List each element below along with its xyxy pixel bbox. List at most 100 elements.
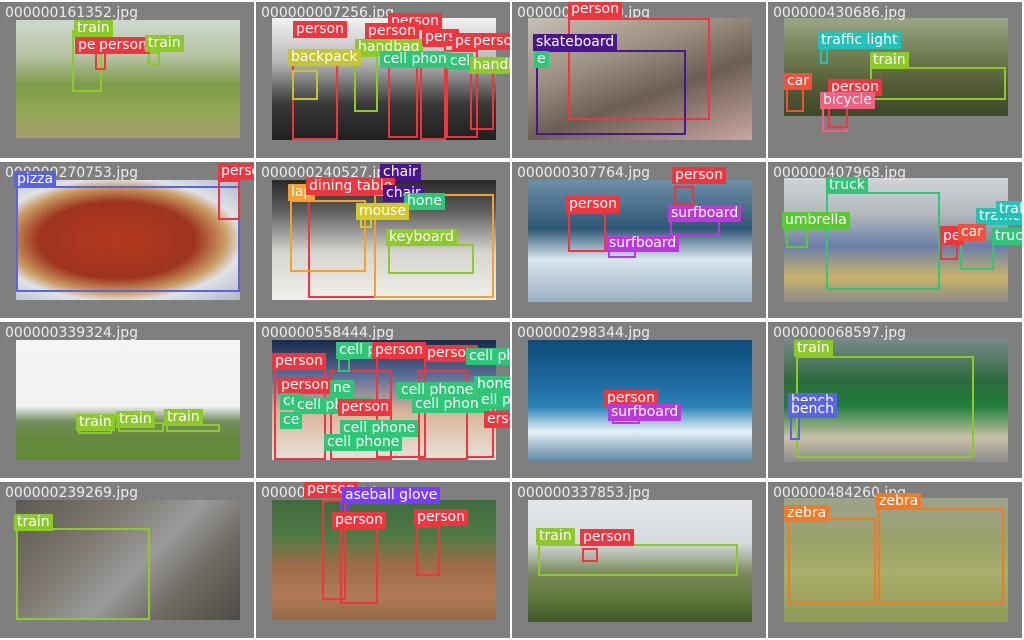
cell-phone-label: e xyxy=(534,51,549,68)
image-tile[interactable]: 000000000000.jpgpersonaseball gloveperso… xyxy=(256,482,510,638)
image-filename: 000000068597.jpg xyxy=(773,325,906,341)
person-label: person xyxy=(568,2,622,18)
person-label: person xyxy=(672,167,726,184)
person-label: person xyxy=(96,37,150,54)
cell-phone-label: ce xyxy=(280,412,303,429)
cell-phone-label: cell phone xyxy=(466,348,510,365)
cell-phone-label: cell phone xyxy=(340,420,419,437)
phone-label: hone xyxy=(404,193,445,210)
person-bounding-box xyxy=(340,528,378,604)
truck-label: truck xyxy=(992,228,1022,245)
person-label: person xyxy=(604,390,658,407)
cell-phone-label: cell phone xyxy=(398,382,477,399)
train-bounding-box xyxy=(538,544,738,576)
umbrella-bounding-box xyxy=(786,228,808,248)
cell-phone-label: cell phone xyxy=(324,434,403,451)
train-label: train xyxy=(145,35,184,52)
train-label: train xyxy=(870,52,909,69)
image-filename: 000000307764.jpg xyxy=(517,165,650,181)
mouse-label: mouse xyxy=(356,203,409,220)
person-label: pe xyxy=(75,37,99,54)
person-bounding-box xyxy=(416,526,440,576)
person-label: person xyxy=(332,512,386,529)
skateboard-label: skateboard xyxy=(533,34,618,51)
train-label: train xyxy=(74,20,113,37)
cell-phone-label: ne xyxy=(330,380,354,397)
bench-label: bench xyxy=(788,401,837,418)
image-tile[interactable]: 000000337853.jpg train person xyxy=(512,482,766,638)
photo-thumbnail xyxy=(16,180,240,300)
image-tile[interactable]: 000000068597.jpgtrainbenchbench xyxy=(768,322,1022,478)
pizza-label: pizza xyxy=(14,171,57,188)
image-tile[interactable]: 000000430686.jpg traffic light train car per… xyxy=(768,2,1022,158)
image-filename: 000000161352.jpg xyxy=(5,5,138,21)
person-label: person xyxy=(414,509,468,526)
person-bounding-box xyxy=(95,52,106,70)
person-bounding-box xyxy=(322,500,346,600)
train-label: train xyxy=(536,528,575,545)
image-filename: 000000007256.jpg xyxy=(261,5,394,21)
train-bounding-box xyxy=(16,528,150,620)
image-tile[interactable]: 000000484260.jpg zebra zebra xyxy=(768,482,1022,638)
image-tile[interactable]: 000000298344.jpg person surfboard xyxy=(512,322,766,478)
handbag-label: handbag xyxy=(470,57,510,74)
train-label: train xyxy=(14,514,53,531)
pizza-bounding-box xyxy=(16,186,240,292)
train-label: train xyxy=(164,409,203,426)
surfboard-label: surfboard xyxy=(668,205,742,222)
zebra-bounding-box xyxy=(878,508,1004,604)
cell-phone-label: ell phone xyxy=(478,392,510,409)
truck-bounding-box xyxy=(826,192,940,290)
image-tile[interactable]: 000000339324.jpg train train train xyxy=(0,322,254,478)
image-tile[interactable]: 000000407968.jpgtruckumbrellatraffic ltr… xyxy=(768,162,1022,318)
person-label: pe xyxy=(452,33,476,50)
image-filename: 000000558444.jpg xyxy=(261,325,394,341)
photo-thumbnail xyxy=(16,340,240,460)
truck-label: truck xyxy=(826,177,868,194)
cell-phone-label: cel xyxy=(447,53,474,70)
image-tile[interactable]: 000000307764.jpg person surfboard person sur… xyxy=(512,162,766,318)
image-tile[interactable]: 000000239269.jpg train xyxy=(0,482,254,638)
person-label: person xyxy=(580,529,634,546)
zebra-label: zebra xyxy=(876,493,922,510)
person-bounding-box xyxy=(568,18,710,120)
image-tile[interactable]: 000000007256.jpg person person person handba… xyxy=(256,2,510,158)
cell-phone-label: cell p xyxy=(336,342,380,359)
dining-table-label: dining table xyxy=(306,178,396,195)
person-label: pers xyxy=(422,29,459,46)
image-tile[interactable]: 000000558444.jpg cell p person person cell p… xyxy=(256,322,510,478)
image-filename: 000000337853.jpg xyxy=(517,485,650,501)
train-label: train xyxy=(794,340,833,357)
person-bounding-box xyxy=(582,548,598,562)
backpack-bounding-box xyxy=(292,70,318,100)
person-label: person xyxy=(470,33,510,50)
image-tile[interactable]: 000000161352.jpg train pe person train xyxy=(0,2,254,158)
person-label: pe xyxy=(940,228,964,245)
surfboard-bounding-box xyxy=(670,220,720,236)
image-filename: 000000407968.jpg xyxy=(773,165,906,181)
person-bounding-box xyxy=(674,186,694,206)
surfboard-label: surfboard xyxy=(608,404,682,421)
laptop-bounding-box xyxy=(290,200,366,272)
person-bounding-box xyxy=(218,180,240,220)
image-filename: 000000430686.jpg xyxy=(773,5,906,21)
person-label: erson xyxy=(484,411,510,428)
train-label: train xyxy=(76,414,115,431)
person-label: person xyxy=(566,196,620,213)
person-label: person xyxy=(338,399,392,416)
image-filename: 000000484260.jpg xyxy=(773,485,906,501)
image-filename: 000000339324.jpg xyxy=(5,325,138,341)
zebra-label: zebra xyxy=(784,505,830,522)
truck-bounding-box xyxy=(960,238,994,270)
cell-phone-bounding-box xyxy=(338,358,350,372)
cell-phone-label: hone xyxy=(474,376,510,393)
image-filename: 000000240527.jpg xyxy=(261,165,394,181)
person-bounding-box xyxy=(568,212,606,252)
image-tile[interactable]: 000000000000.jpgpersonskateboarde xyxy=(512,2,766,158)
car-bounding-box xyxy=(786,88,804,112)
image-tile[interactable]: 000000270753.jpgpizzaperson xyxy=(0,162,254,318)
photo-thumbnail xyxy=(16,500,240,620)
train-bounding-box xyxy=(148,52,160,66)
